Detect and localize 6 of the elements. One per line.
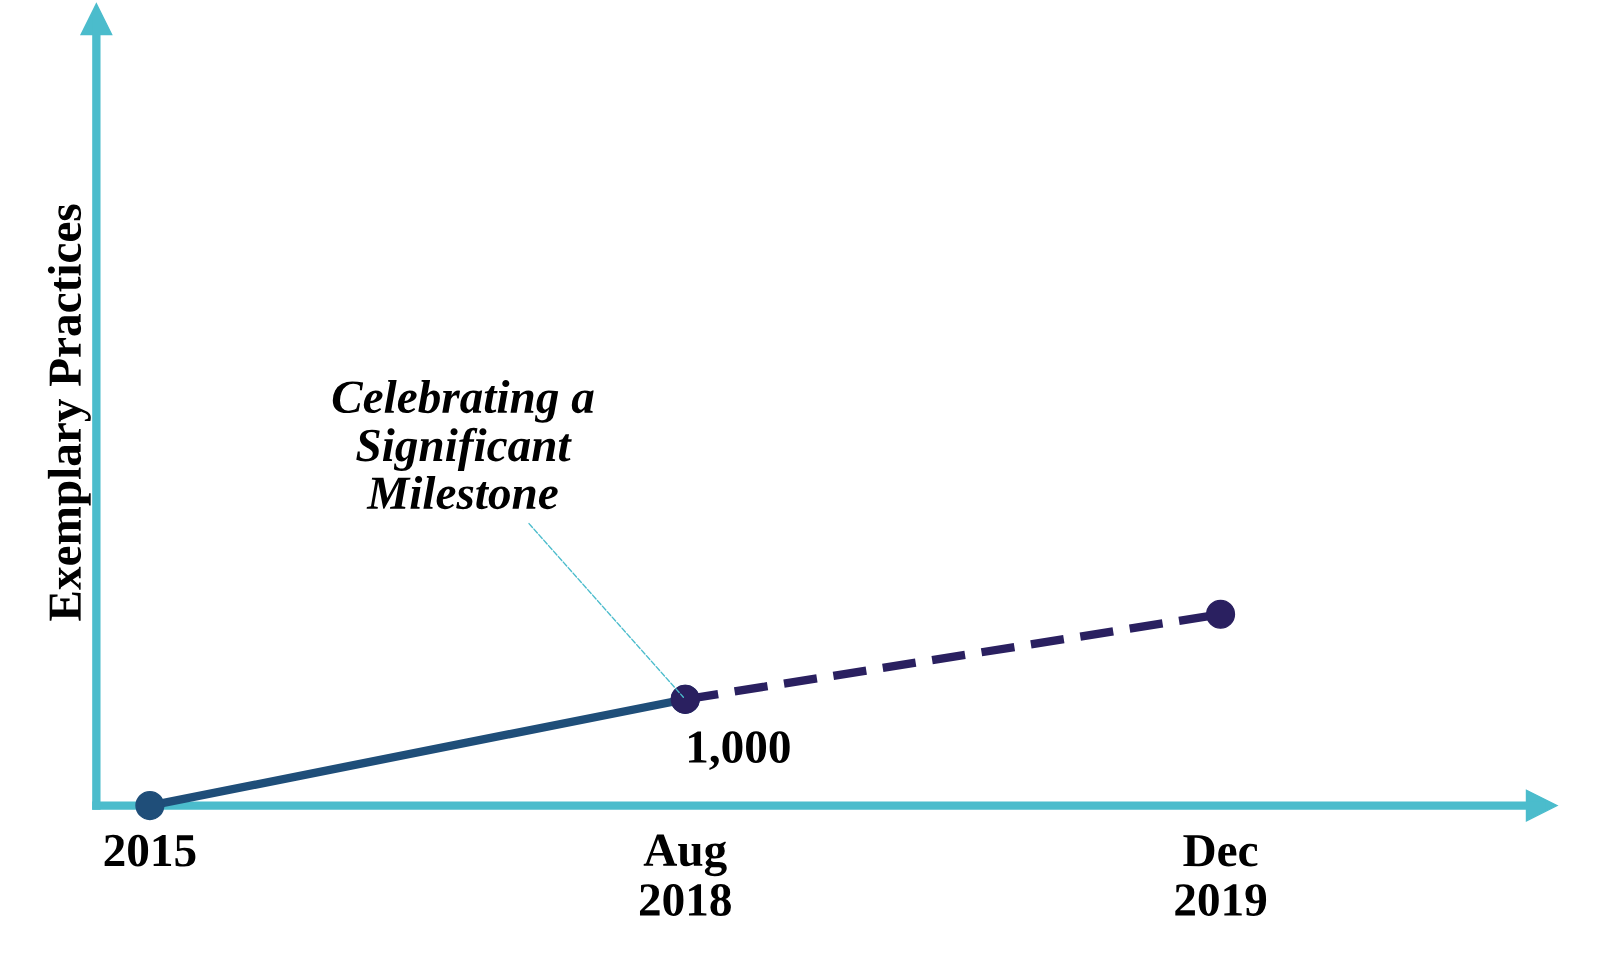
y-axis-title: Exemplary Practices: [47, 204, 91, 621]
x-tick-label: 2015: [104, 834, 196, 867]
x-tick-label: Aug 2018: [639, 834, 731, 916]
annotation: Celebrating a Significant Milestone: [332, 379, 594, 510]
data-label: 1,000: [689, 731, 790, 770]
x-tick-label: Dec 2019: [1175, 835, 1267, 916]
